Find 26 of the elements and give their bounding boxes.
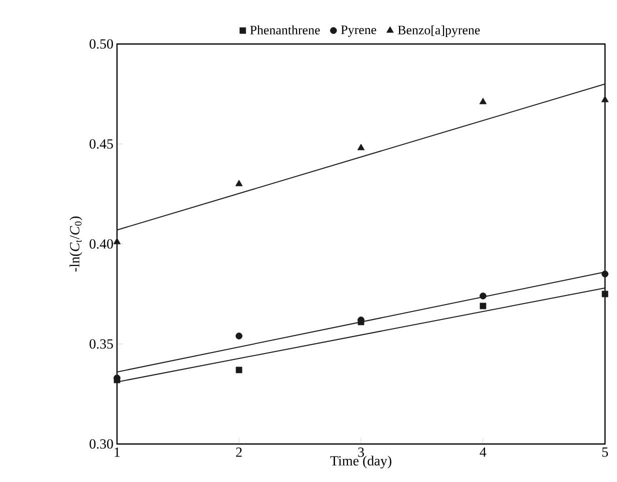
point	[357, 144, 365, 150]
x-tick-label: 3	[358, 448, 364, 457]
point	[601, 96, 609, 102]
point	[236, 366, 242, 374]
legend-label: Phenanthrene	[250, 25, 320, 34]
y-tick-label: 0.45	[90, 139, 113, 149]
point	[602, 270, 608, 278]
x-axis-title: Time (day)	[330, 456, 392, 468]
y-tick-label: 0.50	[90, 39, 113, 49]
x-tick-label: 5	[602, 447, 608, 457]
point	[235, 180, 243, 186]
point	[480, 292, 486, 300]
y-tick-label: 0.40	[90, 239, 113, 249]
y-tick-label: 0.30	[90, 439, 113, 449]
point	[602, 290, 608, 298]
x-tick-label: 4	[480, 447, 486, 457]
point	[113, 238, 121, 244]
y-axis-title: -ln(C$_{t}$/C$_{0}$)	[70, 216, 82, 272]
x-tick-label: 2	[236, 448, 242, 457]
x-tick-label: 1	[114, 447, 120, 457]
y-tick-label: 0.35	[90, 339, 113, 349]
legend-label: Pyrene	[341, 26, 376, 37]
point	[479, 98, 487, 104]
point	[236, 332, 242, 340]
point	[480, 302, 486, 310]
legend-label: Benzo[a]pyrene	[398, 25, 480, 38]
